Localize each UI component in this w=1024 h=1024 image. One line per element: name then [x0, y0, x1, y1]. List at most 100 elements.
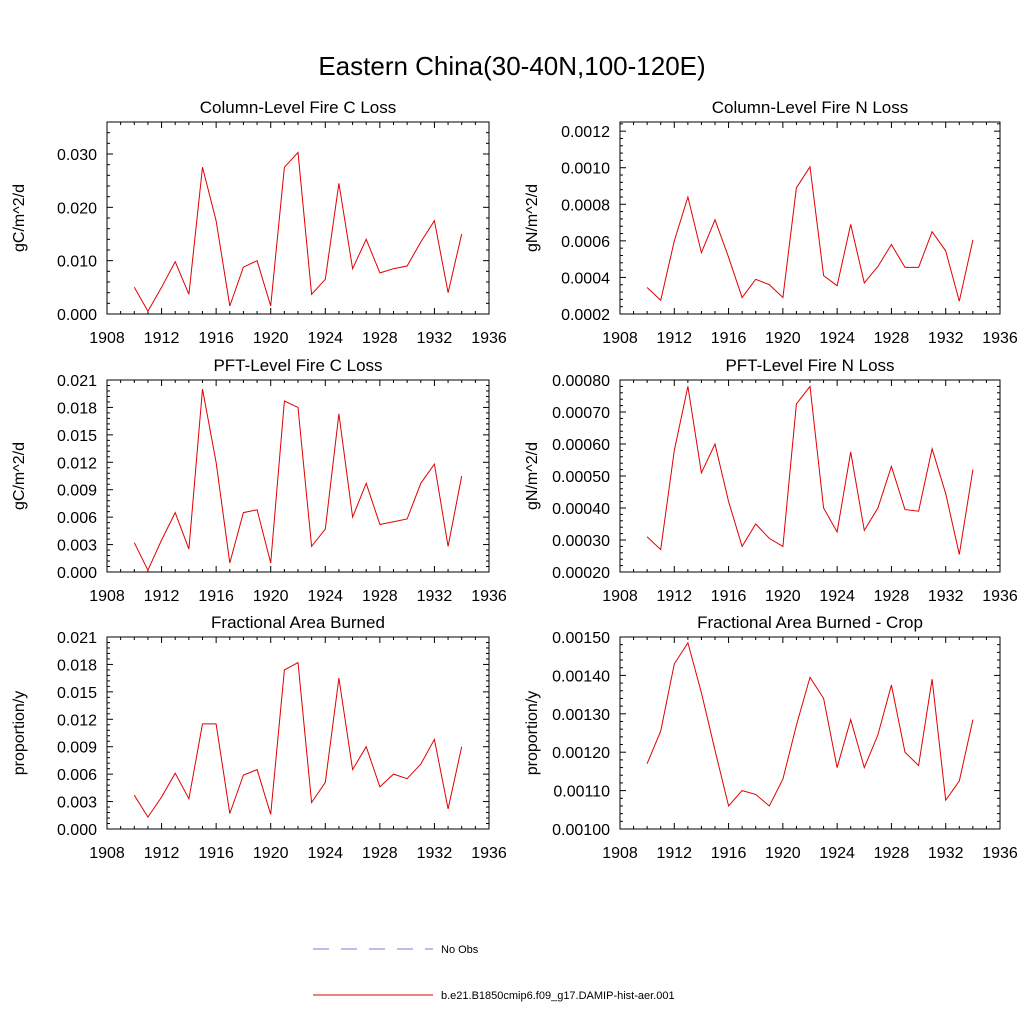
y-tick-label: 0.0006 [561, 234, 610, 251]
panel-title: Column-Level Fire C Loss [200, 98, 397, 117]
y-tick-label: 0.00060 [552, 437, 610, 454]
panel-title: Fractional Area Burned [211, 613, 385, 632]
x-tick-label: 1932 [928, 588, 964, 605]
x-tick-label: 1916 [198, 845, 234, 862]
y-axis-label: gC/m^2/d [11, 442, 28, 510]
panel-6: 1908 1912 1916 1920 1924 1928 1932 1936 0.00100 0… [524, 613, 1018, 862]
x-tick-label: 1912 [144, 845, 180, 862]
series-line [133, 151, 463, 313]
series-line [133, 389, 463, 572]
panel-title: Column-Level Fire N Loss [712, 98, 909, 117]
y-tick-label: 0.00070 [552, 405, 610, 422]
y-axis-label: proportion/y [11, 691, 28, 776]
x-tick-label: 1928 [874, 330, 910, 347]
plot-frame [619, 379, 1001, 573]
x-tick-label: 1936 [471, 588, 507, 605]
x-tick-label: 1916 [711, 845, 747, 862]
legend-label-no-obs: No Obs [441, 944, 479, 956]
y-tick-label: 0.003 [57, 795, 97, 812]
series-line [646, 385, 974, 555]
y-tick-label: 0.009 [57, 483, 97, 500]
y-tick-label: 0.015 [57, 428, 97, 445]
x-tick-label: 1908 [602, 330, 638, 347]
panel-4: 1908 1912 1916 1920 1924 1928 1932 1936 0.00020 0… [524, 356, 1018, 605]
panel-title: PFT-Level Fire C Loss [213, 356, 382, 375]
x-tick-label: 1936 [982, 845, 1018, 862]
x-tick-label: 1920 [253, 588, 289, 605]
y-tick-label: 0.00020 [552, 565, 610, 582]
x-tick-label: 1928 [362, 588, 398, 605]
x-tick-label: 1912 [656, 845, 692, 862]
y-axis-label: gN/m^2/d [524, 442, 541, 510]
y-tick-label: 0.00130 [552, 707, 610, 724]
x-tick-label: 1916 [711, 330, 747, 347]
y-axis-label: proportion/y [524, 691, 541, 776]
plot-frame [106, 121, 490, 315]
y-tick-label: 0.00120 [552, 745, 610, 762]
x-tick-label: 1928 [362, 845, 398, 862]
y-tick-label: 0.0002 [561, 307, 610, 324]
panel-title: PFT-Level Fire N Loss [725, 356, 894, 375]
y-tick-label: 0.00080 [552, 373, 610, 390]
panel-5: 1908 1912 1916 1920 1924 1928 1932 1936 0.000 0.0… [11, 613, 507, 862]
y-tick-label: 0.006 [57, 510, 97, 527]
plot-frame [619, 121, 1001, 315]
x-tick-label: 1920 [765, 845, 801, 862]
x-tick-label: 1924 [819, 330, 855, 347]
x-tick-label: 1936 [982, 330, 1018, 347]
x-tick-label: 1928 [362, 330, 398, 347]
x-tick-label: 1932 [928, 330, 964, 347]
x-tick-label: 1908 [602, 588, 638, 605]
y-tick-label: 0.012 [57, 455, 97, 472]
x-tick-label: 1928 [874, 845, 910, 862]
series-line [646, 165, 974, 302]
x-tick-label: 1920 [765, 588, 801, 605]
panel-2: 1908 1912 1916 1920 1924 1928 1932 1936 0.0002 0.… [524, 98, 1018, 347]
y-axis-label: gC/m^2/d [11, 184, 28, 252]
x-tick-label: 1908 [602, 845, 638, 862]
legend-label-model: b.e21.B1850cmip6.f09_g17.DAMIP-hist-aer.… [441, 990, 675, 1002]
x-tick-label: 1912 [144, 330, 180, 347]
x-tick-label: 1908 [89, 330, 125, 347]
x-tick-label: 1932 [417, 330, 453, 347]
x-tick-label: 1916 [198, 330, 234, 347]
x-tick-label: 1920 [253, 845, 289, 862]
y-axis-label: gN/m^2/d [524, 184, 541, 252]
y-tick-label: 0.0012 [561, 124, 610, 141]
x-tick-label: 1936 [471, 845, 507, 862]
x-tick-label: 1908 [89, 845, 125, 862]
series-line [133, 661, 463, 819]
y-tick-label: 0.010 [57, 254, 97, 271]
x-tick-label: 1920 [253, 330, 289, 347]
x-tick-label: 1912 [656, 588, 692, 605]
y-tick-label: 0.000 [57, 565, 97, 582]
series-line [646, 641, 974, 808]
x-tick-label: 1916 [711, 588, 747, 605]
x-tick-label: 1916 [198, 588, 234, 605]
x-tick-label: 1932 [928, 845, 964, 862]
x-tick-label: 1936 [982, 588, 1018, 605]
y-tick-label: 0.018 [57, 657, 97, 674]
x-tick-label: 1912 [144, 588, 180, 605]
y-tick-label: 0.00100 [552, 822, 610, 839]
x-tick-label: 1920 [765, 330, 801, 347]
y-tick-label: 0.020 [57, 200, 97, 217]
x-tick-label: 1908 [89, 588, 125, 605]
y-tick-label: 0.0004 [561, 270, 610, 287]
panel-1: 1908 1912 1916 1920 1924 1928 1932 1936 0.000 0.0… [11, 98, 507, 347]
x-tick-label: 1932 [417, 588, 453, 605]
y-tick-label: 0.00110 [553, 784, 610, 801]
y-tick-label: 0.00040 [552, 501, 610, 518]
y-tick-label: 0.030 [57, 147, 97, 164]
plot-frame [619, 636, 1001, 830]
y-tick-label: 0.015 [57, 685, 97, 702]
legend: No Obs b.e21.B1850cmip6.f09_g17.DAMIP-hi… [313, 944, 675, 1002]
y-tick-label: 0.009 [57, 740, 97, 757]
y-tick-label: 0.000 [57, 822, 97, 839]
y-tick-label: 0.012 [57, 712, 97, 729]
y-tick-label: 0.0010 [561, 161, 610, 178]
x-tick-label: 1936 [471, 330, 507, 347]
y-tick-label: 0.021 [57, 630, 97, 647]
x-tick-label: 1924 [819, 845, 855, 862]
